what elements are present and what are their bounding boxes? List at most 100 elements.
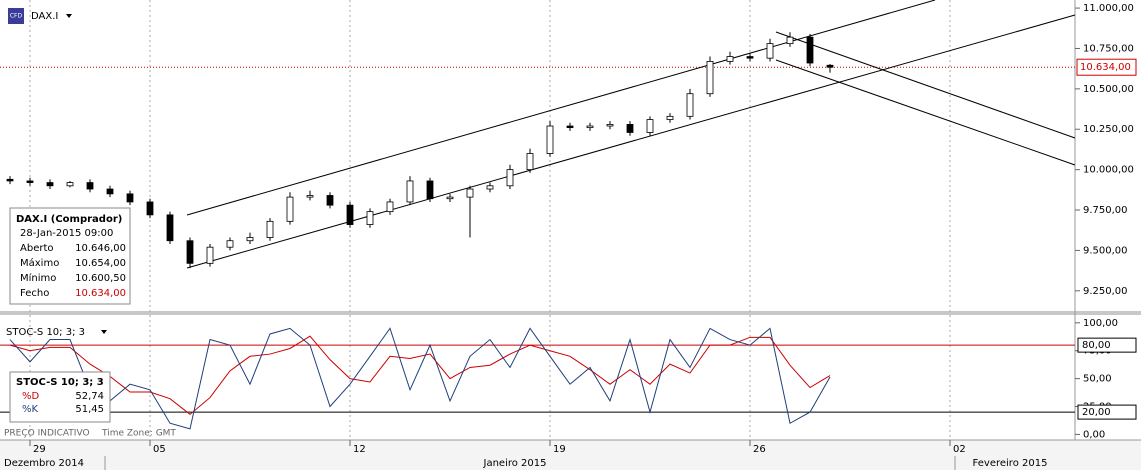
candle-body <box>166 214 174 242</box>
x-tick-label: 19 <box>553 444 566 455</box>
candle-body <box>646 119 654 133</box>
y-tick-label: 9.750,00 <box>1083 205 1128 216</box>
candle-body <box>286 196 294 222</box>
y-tick-label: 11.000,00 <box>1083 3 1134 14</box>
candle-body <box>86 182 94 190</box>
indicator-line <box>9 335 831 415</box>
candle-body <box>426 180 434 200</box>
indicator-line <box>9 327 831 430</box>
level-label: 80,00 <box>1082 340 1111 351</box>
instrument-title[interactable]: DAX.I <box>31 11 58 22</box>
candle-body <box>146 201 154 216</box>
trend-line <box>775 31 1076 139</box>
candle-body <box>306 195 314 198</box>
candle-body <box>566 125 574 129</box>
candle-body <box>746 56 754 59</box>
candle-body <box>766 43 774 59</box>
panel-separator <box>0 311 1141 315</box>
indicator-legend <box>9 371 111 423</box>
info-datetime: 28-Jan-2015 09:00 <box>20 228 113 239</box>
trend-line <box>186 14 1076 269</box>
y-tick-label: 10.750,00 <box>1083 43 1134 54</box>
dropdown-arrow[interactable] <box>101 330 107 334</box>
info-value: 10.654,00 <box>75 258 126 269</box>
info-label: Máximo <box>20 257 59 269</box>
legend-name: %K <box>22 404 39 415</box>
legend-value: 52,74 <box>75 391 104 402</box>
candle-body <box>346 204 354 225</box>
candle-body <box>806 36 814 64</box>
candle-body <box>526 153 534 171</box>
candle-body <box>466 188 474 198</box>
candle-body <box>606 124 614 127</box>
candle-body <box>106 188 114 195</box>
footer: PREÇO INDICATIVO <box>4 429 90 439</box>
y-tick-label: 10.250,00 <box>1083 124 1134 135</box>
info-value: 10.600,50 <box>75 273 126 284</box>
info-label: Fecho <box>20 288 49 299</box>
cfd-icon <box>8 8 24 24</box>
candle-body <box>266 220 274 238</box>
y-tick-label: 9.250,00 <box>1083 286 1128 297</box>
month-label: Dezembro 2014 <box>4 458 84 469</box>
candle-body <box>206 246 214 264</box>
indicator-title[interactable]: STOC-S 10; 3; 3 <box>6 327 85 338</box>
candle-body <box>226 240 234 248</box>
candle-body <box>726 56 734 62</box>
y-tick-label: 10.000,00 <box>1083 165 1134 176</box>
info-label: Aberto <box>20 243 54 254</box>
dropdown-arrow[interactable] <box>66 14 72 18</box>
candle-body <box>706 60 714 95</box>
month-label: Fevereiro 2015 <box>973 458 1048 469</box>
candle-body <box>126 193 134 203</box>
info-value: 10.646,00 <box>75 243 126 254</box>
candle-body <box>486 185 494 190</box>
info-title: DAX.I (Comprador) <box>16 214 122 225</box>
x-tick-label: 05 <box>153 444 166 455</box>
candle-body <box>586 125 594 129</box>
level-label-box <box>1077 337 1137 353</box>
candle-body <box>246 237 254 242</box>
candle-body <box>506 169 514 187</box>
current-price-box <box>1076 58 1137 76</box>
x-tick-label: 12 <box>353 444 366 455</box>
x-tick-label: 29 <box>33 444 46 455</box>
candle-body <box>786 36 794 45</box>
level-label-box <box>1077 404 1137 420</box>
candle-body <box>26 180 34 183</box>
legend-value: 51,45 <box>75 404 104 415</box>
candle-body <box>6 178 14 182</box>
x-tick-label: 02 <box>953 444 966 455</box>
info-label: Mínimo <box>20 272 56 284</box>
candle-body <box>66 182 74 187</box>
cfd-icon-text: CFD <box>10 13 23 20</box>
candle-body <box>626 124 634 133</box>
y-tick-label: 100,00 <box>1083 318 1118 329</box>
x-tick-label: 26 <box>753 444 766 455</box>
info-box <box>9 207 131 305</box>
candle-body <box>366 211 374 225</box>
trend-line <box>775 59 1076 166</box>
y-tick-label: 0,00 <box>1083 429 1105 440</box>
current-price-label: 10.634,00 <box>1080 62 1131 73</box>
y-tick-label: 9.500,00 <box>1083 245 1128 256</box>
candle-body <box>186 240 194 264</box>
indicator-legend-title: STOC-S 10; 3; 3 <box>16 377 104 388</box>
timezone: Time Zone: GMT <box>101 429 176 439</box>
y-tick-label: 50,00 <box>1083 374 1112 385</box>
candle-body <box>46 182 54 187</box>
candle-body <box>406 180 414 203</box>
candle-body <box>666 115 674 120</box>
info-value: 10.634,00 <box>75 288 126 299</box>
candle-body <box>826 64 834 68</box>
level-label: 20,00 <box>1082 407 1111 418</box>
month-label: Janeiro 2015 <box>483 458 547 469</box>
x-axis-band <box>0 440 1141 470</box>
y-tick-label: 10.500,00 <box>1083 84 1134 95</box>
candle-body <box>686 93 694 117</box>
candle-body <box>386 201 394 213</box>
candle-body <box>326 195 334 206</box>
candle-body <box>446 196 454 200</box>
